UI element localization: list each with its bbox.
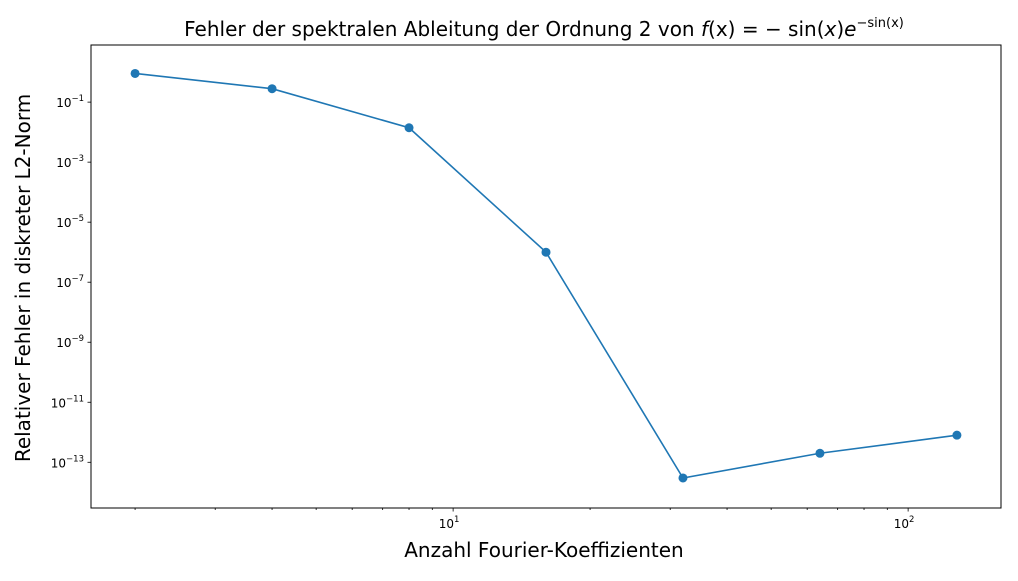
- data-point: [815, 448, 825, 458]
- y-tick-base: 10: [56, 276, 71, 290]
- chart-title: Fehler der spektralen Ableitung der Ordn…: [184, 16, 904, 41]
- y-tick-exponent: −3: [71, 154, 84, 164]
- y-tick-exponent: −9: [71, 334, 84, 344]
- title-e: e: [844, 17, 856, 41]
- y-tick-label: 10−11: [51, 394, 84, 410]
- y-tick-exponent: −13: [66, 454, 84, 464]
- y-tick-label: 10−1: [56, 94, 84, 110]
- y-tick-exponent: −11: [66, 394, 84, 404]
- data-point: [541, 247, 551, 257]
- y-tick-base: 10: [51, 396, 66, 410]
- y-tick-exponent: −7: [71, 274, 84, 284]
- x-axis-label: Anzahl Fourier-Koeffizienten: [404, 538, 684, 562]
- y-tick-label: 10−9: [56, 334, 84, 350]
- x-tick-exponent: 2: [909, 515, 914, 525]
- x-tick-label: 102: [894, 515, 915, 531]
- y-tick-label: 10−13: [51, 454, 84, 470]
- title-x: x: [824, 17, 837, 41]
- x-tick-exponent: 1: [454, 515, 459, 525]
- title-prefix: Fehler der spektralen Ableitung der Ordn…: [184, 17, 701, 41]
- y-tick-label: 10−5: [56, 214, 84, 230]
- x-tick-label: 101: [439, 515, 460, 531]
- title-close: ): [836, 17, 844, 41]
- title-equals: = − sin(: [735, 17, 824, 41]
- title-f: f: [701, 17, 711, 41]
- y-tick-exponent: −1: [71, 94, 84, 104]
- y-tick-exponent: −5: [71, 214, 84, 224]
- y-axis-label: Relativer Fehler in diskreter L2-Norm: [11, 94, 35, 462]
- title-x-paren: (x): [708, 17, 735, 41]
- axes-frame: [90, 44, 1002, 509]
- data-point: [678, 473, 688, 483]
- y-tick-label: 10−7: [56, 274, 84, 290]
- title-exponent: −sin(x): [856, 16, 903, 31]
- x-tick-base: 10: [439, 517, 454, 531]
- y-tick-base: 10: [56, 96, 71, 110]
- y-tick-base: 10: [51, 456, 66, 470]
- y-tick-base: 10: [56, 216, 71, 230]
- y-tick-base: 10: [56, 336, 71, 350]
- data-point: [130, 68, 140, 78]
- y-tick-label: 10−3: [56, 154, 84, 170]
- data-point: [267, 84, 277, 94]
- x-tick-base: 10: [894, 517, 909, 531]
- y-tick-base: 10: [56, 156, 71, 170]
- data-point: [404, 123, 414, 133]
- data-point: [952, 430, 962, 440]
